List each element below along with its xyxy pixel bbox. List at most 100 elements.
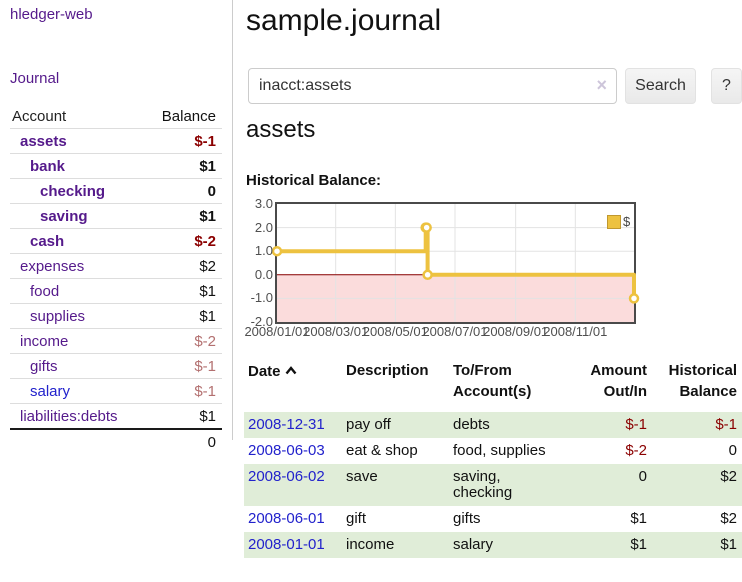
- transaction-balance: $-1: [715, 416, 737, 433]
- transaction-balance: $1: [720, 536, 737, 553]
- account-heading: assets: [246, 116, 316, 143]
- register-header-row: Date Description To/From Account(s) Amoun…: [244, 358, 742, 412]
- y-tick-label: 2.0: [254, 219, 273, 235]
- transaction-description: gift: [346, 510, 367, 527]
- x-tick-label: 2008/01/01: [244, 324, 310, 339]
- search-button[interactable]: Search: [625, 68, 696, 104]
- transaction-accounts: food, supplies: [453, 442, 546, 459]
- account-balance: $-1: [194, 132, 216, 150]
- transaction-balance: $2: [720, 468, 737, 485]
- account-balance: $-1: [194, 382, 216, 400]
- accounts-header: Account Balance: [10, 104, 222, 128]
- y-tick-label: -2.0: [250, 314, 273, 329]
- account-row-expenses: expenses $2: [10, 253, 222, 278]
- account-link[interactable]: salary: [30, 382, 71, 400]
- account-link[interactable]: income: [20, 332, 69, 350]
- sidebar-divider: [232, 0, 233, 440]
- y-tick-label: 3.0: [254, 196, 273, 211]
- transaction-accounts: gifts: [453, 510, 481, 527]
- transaction-accounts: saving, checking: [453, 468, 513, 501]
- account-balance: 0: [207, 182, 216, 200]
- transaction-amount: $-1: [625, 416, 647, 433]
- transaction-accounts: salary: [453, 536, 494, 553]
- transaction-date-link[interactable]: 2008-06-01: [248, 510, 325, 527]
- column-header-tofrom-accounts: To/From Account(s): [453, 362, 532, 400]
- account-balance: $-2: [194, 232, 216, 250]
- historical-balance-chart: 3.0 2.0 1.0 0.0 -1.0 -2.0 2008/01/01 2008/03/0…: [244, 196, 742, 346]
- account-link[interactable]: gifts: [30, 357, 58, 375]
- account-link[interactable]: expenses: [20, 257, 85, 275]
- y-tick-label: -1.0: [250, 290, 273, 306]
- account-row-checking: checking 0: [10, 178, 222, 203]
- column-header-description: Description: [346, 362, 429, 379]
- transaction-amount: $1: [630, 510, 647, 527]
- accounts-total-row: 0: [10, 428, 222, 454]
- account-link[interactable]: bank: [30, 157, 66, 175]
- transaction-date-link[interactable]: 2008-06-02: [248, 468, 325, 485]
- account-balance: $-2: [194, 332, 216, 350]
- x-tick-label: 2008/09/01: [483, 324, 549, 339]
- x-tick-label: 2008/03/01: [303, 324, 369, 339]
- account-link[interactable]: food: [30, 282, 60, 300]
- account-link[interactable]: checking: [40, 182, 106, 200]
- register-row: 2008-01-01 income salary $1 $1: [244, 532, 742, 558]
- account-row-liabilities-debts: liabilities:debts $1: [10, 403, 222, 428]
- page-title: sample.journal: [246, 4, 442, 37]
- accounts-total: 0: [207, 433, 216, 451]
- transaction-date-link[interactable]: 2008-01-01: [248, 536, 325, 553]
- account-balance: $2: [199, 257, 216, 275]
- account-link[interactable]: supplies: [30, 307, 86, 325]
- account-row-food: food $1: [10, 278, 222, 303]
- account-balance: $1: [199, 307, 216, 325]
- column-header-historical-balance: Historical Balance: [668, 362, 737, 400]
- chart-plot-frame: [275, 202, 636, 324]
- column-header-date[interactable]: Date: [244, 358, 344, 412]
- account-link[interactable]: cash: [30, 232, 65, 250]
- account-link[interactable]: assets: [20, 132, 67, 150]
- register-table: Date Description To/From Account(s) Amoun…: [244, 358, 742, 558]
- account-row-income: income $-2: [10, 328, 222, 353]
- transaction-amount: 0: [638, 468, 647, 485]
- account-link[interactable]: liabilities:debts: [20, 407, 118, 425]
- account-row-supplies: supplies $1: [10, 303, 222, 328]
- account-balance: $1: [199, 207, 216, 225]
- accounts-header-account: Account: [12, 107, 67, 125]
- chart-plot: [271, 204, 640, 322]
- register-row: 2008-06-02 save saving, checking 0 $2: [244, 464, 742, 506]
- account-row-salary: salary $-1: [10, 378, 222, 403]
- account-row-saving: saving $1: [10, 203, 222, 228]
- chart-x-axis: 2008/01/01 2008/03/01 2008/05/01 2008/07/01…: [244, 324, 742, 340]
- x-tick-label: 2008/05/01: [362, 324, 428, 339]
- register-row: 2008-06-01 gift gifts $1 $2: [244, 506, 742, 532]
- clear-search-icon[interactable]: ×: [596, 75, 607, 95]
- transaction-description: eat & shop: [346, 442, 418, 459]
- transaction-description: income: [346, 536, 395, 553]
- register-row: 2008-12-31 pay off debts $-1 $-1: [244, 412, 742, 438]
- register-row: 2008-06-03 eat & shop food, supplies $-2…: [244, 438, 742, 464]
- account-row-bank: bank $1: [10, 153, 222, 178]
- account-link[interactable]: saving: [40, 207, 88, 225]
- chart-heading: Historical Balance:: [246, 172, 382, 189]
- account-balance: $1: [199, 157, 216, 175]
- account-balance: $-1: [194, 357, 216, 375]
- brand-link[interactable]: hledger-web: [10, 6, 93, 23]
- sidebar-item-journal[interactable]: Journal: [10, 70, 60, 87]
- account-balance: $1: [199, 407, 216, 425]
- transaction-date-link[interactable]: 2008-12-31: [248, 416, 325, 433]
- legend-label: $: [623, 214, 631, 229]
- accounts-table: Account Balance assets $-1 bank $1 check…: [10, 104, 222, 454]
- transaction-date-link[interactable]: 2008-06-03: [248, 442, 325, 459]
- search-form: ×: [248, 68, 617, 104]
- transaction-accounts: debts: [453, 416, 490, 433]
- accounts-header-balance: Balance: [161, 107, 216, 125]
- help-button[interactable]: ?: [711, 68, 742, 104]
- account-row-gifts: gifts $-1: [10, 353, 222, 378]
- transaction-description: pay off: [346, 416, 391, 433]
- x-tick-label: 2008/07/01: [422, 324, 488, 339]
- chart-legend: $: [607, 214, 630, 229]
- account-balance: $1: [199, 282, 216, 300]
- sort-ascending-icon: [285, 360, 297, 381]
- transaction-balance: 0: [728, 442, 737, 459]
- search-input[interactable]: [248, 68, 617, 104]
- transaction-amount: $-2: [625, 442, 647, 459]
